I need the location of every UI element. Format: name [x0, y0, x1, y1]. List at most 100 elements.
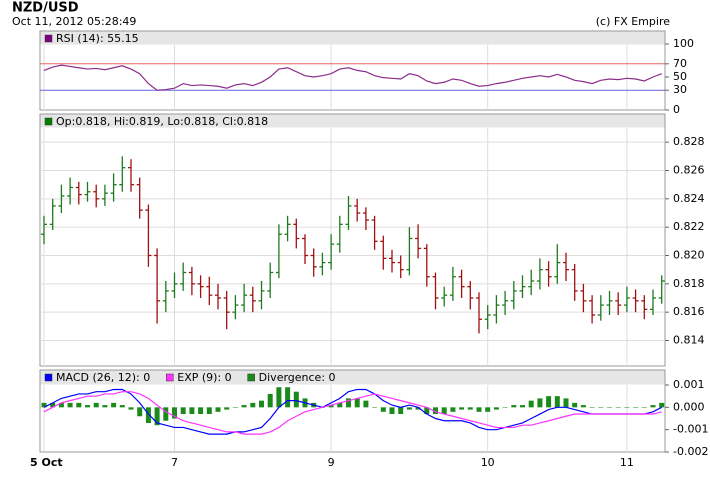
divergence-bar [363, 400, 369, 408]
macd-line [43, 391, 662, 435]
divergence-bar [615, 407, 621, 408]
divergence-bar [554, 396, 560, 408]
divergence-bar [493, 407, 499, 410]
divergence-bar [154, 407, 160, 426]
divergence-bar [145, 407, 151, 423]
divergence-bar [250, 402, 256, 408]
divergence-bar [354, 398, 360, 408]
y-tick-label: 0 [673, 103, 680, 116]
panel [39, 113, 666, 367]
divergence-bar [128, 407, 134, 410]
y-tick-label: 0.001 [673, 378, 705, 391]
divergence-bar [346, 398, 351, 408]
divergence-bar [293, 391, 299, 408]
y-tick-label: -0.002 [673, 445, 708, 458]
x-tick-label: 5 Oct [30, 456, 63, 469]
divergence-bar [111, 402, 117, 408]
panel-header [40, 370, 665, 385]
legend-swatch [44, 34, 53, 43]
divergence-bar [546, 396, 552, 408]
divergence-bar [659, 402, 665, 408]
divergence-bar [459, 407, 465, 410]
divergence-bar [93, 402, 99, 408]
divergence-bar [563, 398, 569, 408]
divergence-bar [102, 405, 108, 408]
divergence-bar [119, 405, 125, 408]
macd-line [43, 388, 662, 435]
divergence-bar [641, 407, 647, 408]
divergence-bar [589, 407, 595, 408]
divergence-bar [433, 407, 438, 415]
legend-label: MACD (26, 12): 0 [56, 371, 150, 384]
x-tick-label: 10 [481, 456, 495, 469]
divergence-bar [41, 402, 47, 408]
divergence-bar [380, 407, 386, 412]
timestamp: Oct 11, 2012 05:28:49 [12, 15, 136, 28]
divergence-bar [502, 407, 508, 408]
divergence-bar [85, 405, 90, 408]
chart-title: NZD/USD [12, 1, 79, 16]
divergence-bar [520, 405, 525, 408]
legend-swatch [44, 117, 53, 126]
y-tick-label: 0.000 [673, 400, 705, 413]
divergence-bar [598, 407, 604, 408]
y-tick-label: 0.822 [673, 220, 705, 233]
divergence-bar [528, 400, 534, 408]
divergence-bar [389, 407, 395, 415]
panel-label: RSI (14): 55.15 [56, 32, 139, 45]
divergence-bar [232, 407, 238, 408]
y-tick-label: 0.828 [673, 135, 705, 148]
divergence-bar [406, 407, 412, 410]
divergence-bar [163, 407, 169, 421]
divergence-bar [398, 407, 404, 415]
legend-label: Divergence: 0 [259, 371, 336, 384]
divergence-bar [241, 405, 247, 408]
legend-swatch [166, 373, 174, 382]
divergence-bar [67, 402, 73, 408]
divergence-bar [441, 407, 447, 415]
divergence-bar [467, 407, 473, 410]
panel-label: Op:0.818, Hi:0.819, Lo:0.818, Cl:0.818 [56, 115, 268, 128]
divergence-bar [172, 407, 177, 419]
y-tick-label: 50 [673, 70, 687, 83]
divergence-bar [337, 402, 343, 408]
y-tick-label: 100 [673, 37, 694, 50]
x-tick-label: 9 [328, 456, 335, 469]
divergence-bar [415, 407, 421, 410]
divergence-bar [206, 407, 212, 415]
divergence-bar [276, 387, 282, 408]
divergence-bar [328, 405, 334, 408]
divergence-bar [180, 407, 186, 415]
divergence-bar [607, 407, 612, 408]
divergence-bar [537, 398, 543, 408]
divergence-bar [189, 407, 195, 415]
divergence-bar [624, 407, 630, 408]
divergence-bar [76, 402, 82, 408]
y-tick-label: 0.816 [673, 305, 705, 318]
divergence-bar [572, 402, 578, 408]
rsi-line [43, 64, 662, 91]
divergence-bar [476, 407, 482, 412]
divergence-bar [450, 407, 456, 412]
divergence-bar [137, 407, 143, 417]
legend-swatch [44, 373, 53, 382]
y-tick-label: -0.001 [673, 423, 708, 436]
y-tick-label: 0.814 [673, 334, 705, 347]
divergence-bar [198, 407, 204, 415]
y-tick-label: 0.818 [673, 277, 705, 290]
x-tick-label: 7 [171, 456, 178, 469]
divergence-bar [215, 407, 221, 412]
legend-label: EXP (9): 0 [177, 371, 231, 384]
divergence-bar [372, 407, 378, 408]
panel-header [40, 114, 665, 128]
divergence-bar [224, 407, 230, 410]
y-tick-label: 0.826 [673, 164, 705, 177]
divergence-bar [285, 387, 291, 408]
y-tick-label: 0.824 [673, 192, 705, 205]
divergence-bar [511, 405, 517, 408]
credit: (c) FX Empire [596, 15, 670, 28]
y-tick-label: 30 [673, 83, 687, 96]
y-tick-label: 0.820 [673, 249, 705, 262]
divergence-bar [58, 402, 64, 408]
